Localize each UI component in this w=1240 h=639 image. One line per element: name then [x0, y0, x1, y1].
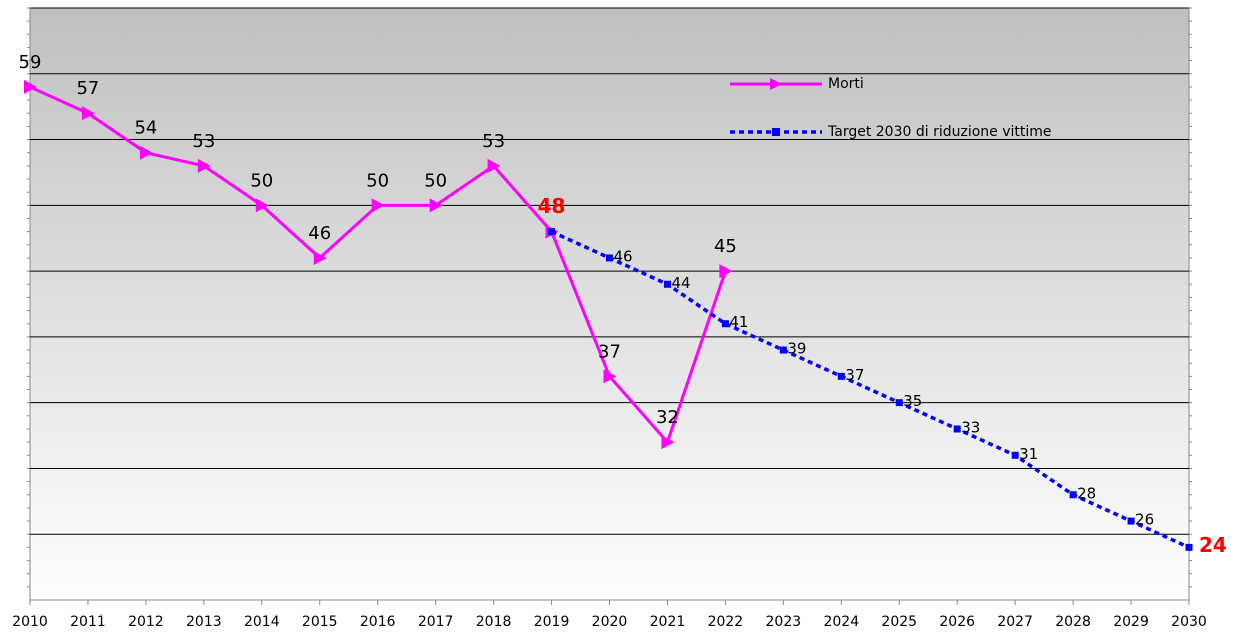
legend: Morti Target 2030 di riduzione vittime [730, 76, 1052, 140]
x-tick-label: 2018 [476, 614, 512, 630]
data-label: 46 [308, 223, 331, 244]
point [1011, 451, 1019, 459]
data-label: 57 [76, 78, 99, 99]
data-label: 33 [961, 418, 980, 436]
point [1069, 491, 1077, 499]
x-tick-label: 2028 [1055, 614, 1091, 630]
data-label: 32 [656, 407, 679, 428]
x-tick-label: 2023 [766, 614, 802, 630]
data-label: 53 [482, 131, 505, 152]
x-tick-label: 2013 [186, 614, 222, 630]
data-label: 50 [424, 170, 447, 191]
legend-marker [770, 78, 782, 90]
x-tick-label: 2030 [1171, 614, 1207, 630]
point [603, 369, 617, 384]
point [721, 320, 729, 328]
data-label: 48 [538, 194, 566, 218]
point [661, 435, 675, 450]
grid [27, 7, 1192, 605]
point [313, 250, 327, 265]
data-label: 31 [1019, 445, 1038, 463]
series [24, 79, 1193, 551]
x-tick-label: 2021 [650, 614, 686, 630]
x-tick-label: 2022 [708, 614, 744, 630]
data-label: 46 [614, 247, 633, 265]
x-tick-label: 2016 [360, 614, 396, 630]
point [1185, 543, 1193, 551]
legend-marker [772, 128, 780, 136]
series-line [550, 230, 1190, 549]
x-tick-label: 2012 [128, 614, 164, 630]
legend-label: Target 2030 di riduzione vittime [827, 124, 1052, 140]
x-tick-label: 2011 [70, 614, 106, 630]
x-tick-label: 2024 [823, 614, 859, 630]
point [663, 280, 671, 288]
legend-label: Morti [828, 76, 864, 92]
x-tick-label: 2014 [244, 614, 280, 630]
point [487, 158, 501, 173]
plot-area [30, 8, 1189, 600]
data-label: 54 [134, 118, 157, 139]
x-tick-label: 2017 [418, 614, 454, 630]
point [1127, 517, 1135, 525]
data-label: 37 [845, 366, 864, 384]
point [548, 228, 556, 236]
point [953, 425, 961, 433]
data-label: 53 [192, 131, 215, 152]
data-label: 28 [1077, 484, 1096, 502]
point [371, 198, 385, 213]
data-label: 41 [729, 313, 748, 331]
x-tick-label: 2025 [881, 614, 917, 630]
x-tick-label: 2010 [12, 614, 48, 630]
point [197, 158, 211, 173]
point [139, 145, 153, 160]
x-tick-label: 2026 [939, 614, 975, 630]
point [24, 79, 37, 94]
point [895, 399, 903, 407]
point [606, 254, 613, 262]
point [837, 372, 845, 380]
data-label: 50 [250, 170, 273, 191]
point [779, 346, 787, 354]
x-tick-label: 2027 [997, 614, 1033, 630]
point [719, 264, 733, 279]
point [81, 106, 95, 121]
data-label: 37 [598, 341, 621, 362]
data-label: 24 [1199, 533, 1227, 557]
data-label: 45 [714, 236, 737, 257]
data-label: 26 [1135, 511, 1154, 529]
x-tick-label: 2015 [302, 614, 338, 630]
point [429, 198, 443, 213]
data-label: 50 [366, 170, 389, 191]
data-label: 35 [903, 392, 922, 410]
data-label: 39 [787, 340, 806, 358]
data-label: 59 [19, 52, 42, 73]
point [255, 198, 269, 213]
data-label: 44 [671, 274, 690, 292]
x-tick-label: 2019 [534, 614, 570, 630]
x-tick-label: 2020 [592, 614, 628, 630]
x-tick-label: 2029 [1113, 614, 1149, 630]
